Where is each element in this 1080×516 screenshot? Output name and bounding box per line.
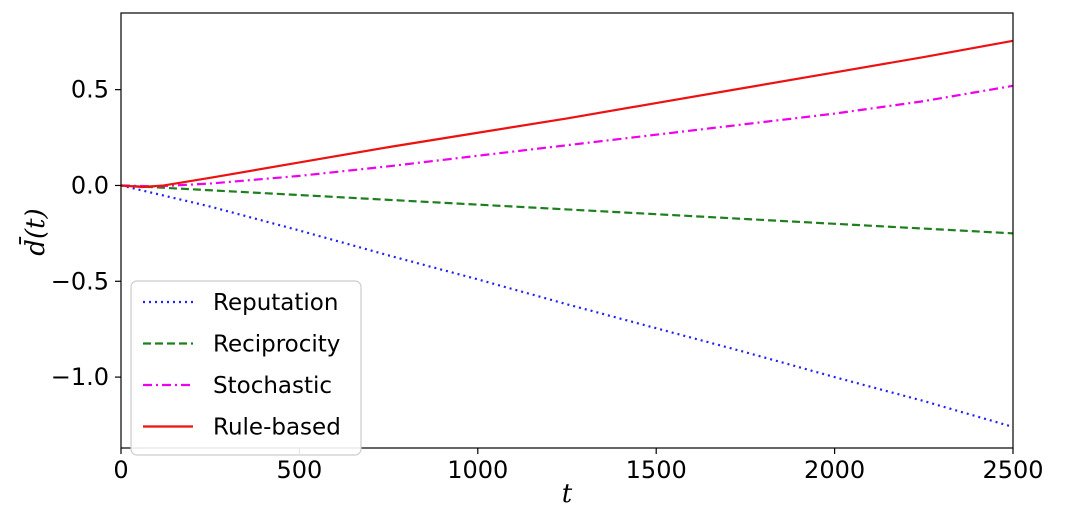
series-line-stochastic bbox=[120, 84, 1014, 188]
y-tick-label: −0.5 bbox=[51, 267, 109, 295]
series-line-reputation bbox=[120, 184, 1014, 428]
x-tick-label: 500 bbox=[276, 456, 322, 484]
x-axis-label: t bbox=[562, 479, 573, 509]
legend-label: Rule-based bbox=[213, 415, 341, 441]
x-tick-label: 2000 bbox=[804, 456, 865, 484]
legend-box bbox=[130, 280, 362, 456]
x-tick-label: 1000 bbox=[447, 456, 508, 484]
legend-label: Reputation bbox=[213, 290, 338, 316]
y-tick-label: −1.0 bbox=[51, 363, 109, 391]
series-line-rule-based bbox=[120, 39, 1014, 189]
y-axis-label: d̄(t) bbox=[18, 208, 51, 255]
series-layer bbox=[120, 39, 1014, 428]
legend: Reputation Reciprocity Stochastic Rule-base… bbox=[130, 280, 362, 456]
series-line-reciprocity bbox=[120, 184, 1014, 235]
x-tick-label: 1500 bbox=[626, 456, 687, 484]
y-tick-label: 0.0 bbox=[71, 171, 109, 199]
legend-label: Stochastic bbox=[213, 373, 332, 399]
axis-ticks: 0 500 1000 1500 2000 2500 −1.0 −0.5 0.0 0.5 bbox=[51, 76, 1044, 484]
legend-label: Reciprocity bbox=[213, 332, 340, 358]
plot-frame bbox=[120, 12, 1014, 449]
x-tick-label: 0 bbox=[113, 456, 128, 484]
x-tick-label: 2500 bbox=[982, 456, 1043, 484]
y-tick-label: 0.5 bbox=[71, 76, 109, 104]
